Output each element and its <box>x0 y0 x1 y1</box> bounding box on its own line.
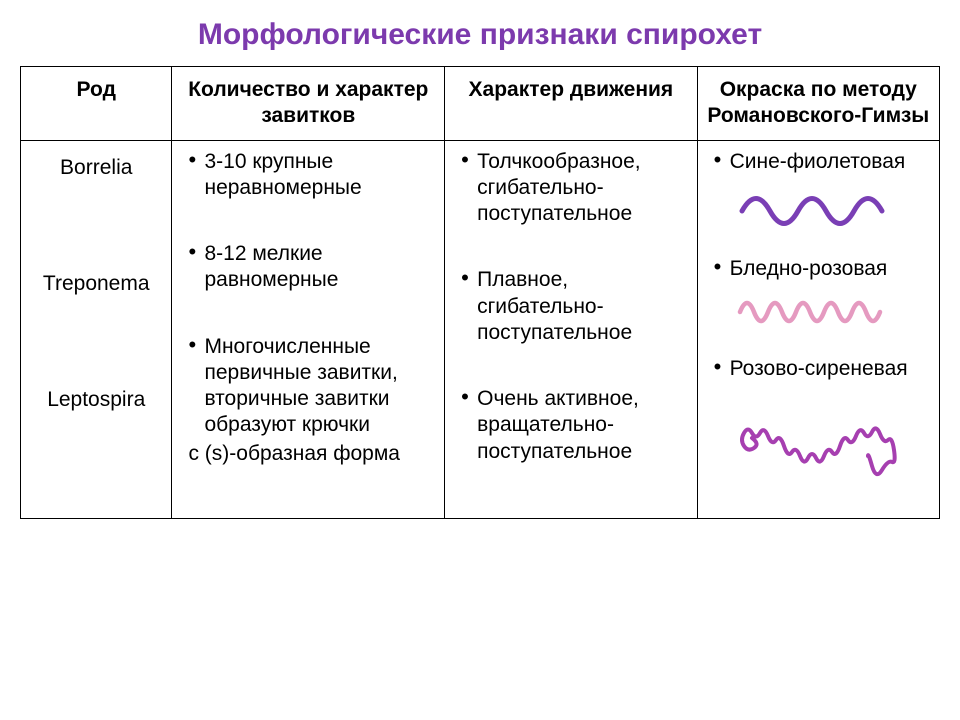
col-header-coils: Количество и характер завитков <box>172 67 445 141</box>
table-body-row: Borrelia Treponema Leptospira 3-10 крупн… <box>21 140 940 519</box>
col-header-motion: Характер движения <box>445 67 697 141</box>
motion-treponema: Плавное, сгибательно-поступательное <box>461 267 686 346</box>
borrelia-shape-icon <box>734 181 929 236</box>
stain-leptospira: Розово-сиреневая <box>714 356 929 491</box>
genus-leptospira: Leptospira <box>31 387 161 413</box>
coils-leptospira: Многочисленные первичные завитки, вторич… <box>188 334 434 439</box>
borrelia-wave-svg <box>734 181 894 229</box>
leptospira-shape-icon <box>734 388 929 490</box>
cell-stain: Сине-фиолетовая Бледно-розовая <box>697 140 939 519</box>
stain-borrelia: Сине-фиолетовая <box>714 149 929 237</box>
stain-treponema-label: Бледно-розовая <box>730 257 888 280</box>
treponema-shape-icon <box>734 288 929 335</box>
genus-treponema: Treponema <box>31 271 161 297</box>
stain-leptospira-label: Розово-сиреневая <box>730 357 908 380</box>
stain-borrelia-label: Сине-фиолетовая <box>730 150 906 173</box>
table-header-row: Род Количество и характер завитков Харак… <box>21 67 940 141</box>
slide-title: Морфологические признаки спирохет <box>20 18 940 52</box>
col-header-genus: Род <box>21 67 172 141</box>
motion-leptospira: Очень активное, вращательно-поступательн… <box>461 386 686 465</box>
coils-treponema: 8-12 мелкие равномерные <box>188 241 434 294</box>
leptospira-wave-svg <box>734 388 924 483</box>
coils-extra: c (s)-образная форма <box>182 441 434 467</box>
col-header-stain: Окраска по методу Романовского-Гимзы <box>697 67 939 141</box>
stain-treponema: Бледно-розовая <box>714 256 929 336</box>
cell-coils: 3-10 крупные неравномерные 8-12 мелкие р… <box>172 140 445 519</box>
slide: Морфологические признаки спирохет Род Ко… <box>0 0 960 720</box>
treponema-wave-svg <box>734 288 888 328</box>
cell-genus: Borrelia Treponema Leptospira <box>21 140 172 519</box>
motion-borrelia: Толчкообразное, сгибательно-поступательн… <box>461 149 686 228</box>
morphology-table: Род Количество и характер завитков Харак… <box>20 66 940 519</box>
cell-motion: Толчкообразное, сгибательно-поступательн… <box>445 140 697 519</box>
coils-borrelia: 3-10 крупные неравномерные <box>188 149 434 202</box>
genus-borrelia: Borrelia <box>31 155 161 181</box>
